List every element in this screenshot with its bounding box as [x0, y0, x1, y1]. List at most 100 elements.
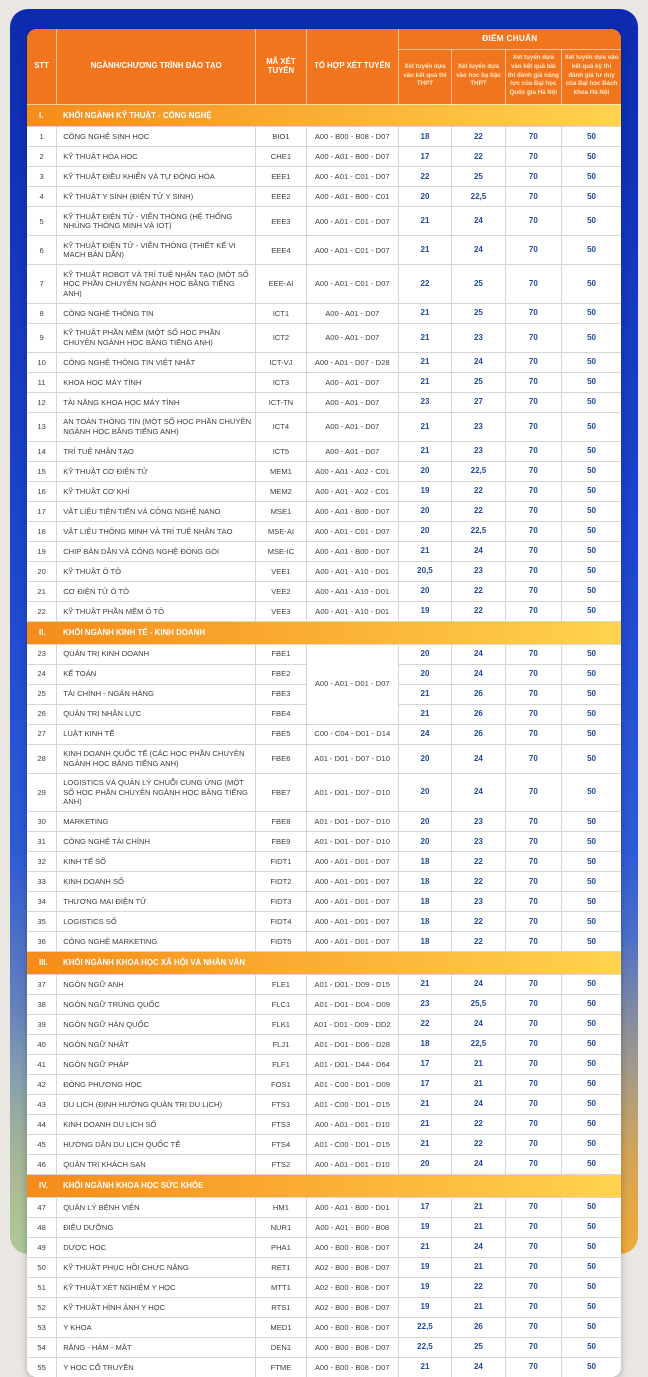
cell-major: CÔNG NGHỆ THÔNG TIN — [56, 302, 257, 324]
cell-combination: A02 - B00 - B08 - D07 — [305, 1276, 399, 1298]
cell-stt: 26 — [27, 703, 58, 725]
cell-score-1: 19 — [397, 1276, 453, 1298]
cell-score-4: 50 — [561, 411, 621, 442]
cell-major: KẾ TOÁN — [56, 663, 257, 685]
cell-score-4: 50 — [561, 126, 621, 148]
section-title: IV. KHỐI NGÀNH KHOA HỌC SỨC KHỎE — [27, 1173, 621, 1198]
cell-score-2: 26 — [451, 683, 506, 705]
cell-combination: A01 - D01 - D07 - D10 — [305, 743, 399, 774]
section-title: II. KHỐI NGÀNH KINH TẾ - KINH DOANH — [27, 620, 621, 645]
cell-score-2: 21 — [451, 1256, 506, 1278]
col-header-major: NGÀNH/CHƯƠNG TRÌNH ĐÀO TẠO — [56, 29, 257, 105]
cell-combination: A00 - A01 - B00 - D07 — [305, 540, 399, 562]
cell-code: FBE4 — [255, 703, 307, 725]
table-row: 47 QUẢN LÝ BỆNH VIỆN HM1 A00 - A01 - B00 - … — [27, 1196, 621, 1218]
section-numeral: III. — [39, 958, 48, 968]
col-subheader-tsa: Xét tuyển dựa vào kết quả kỳ thi đánh gi… — [561, 49, 621, 105]
cell-score-1: 20 — [397, 580, 453, 602]
cell-stt: 20 — [27, 560, 58, 582]
cell-score-2: 21 — [451, 1053, 506, 1075]
cell-score-3: 70 — [504, 1033, 563, 1055]
cell-combination: A00 - B00 - B08 - D07 — [305, 1236, 399, 1258]
cell-score-3: 70 — [504, 973, 563, 995]
section-numeral: II. — [39, 627, 46, 637]
cell-score-1: 21 — [397, 1236, 453, 1258]
cell-major: KỸ THUẬT XÉT NGHIỆM Y HỌC — [56, 1276, 257, 1298]
cell-major: THƯƠNG MẠI ĐIỆN TỬ — [56, 891, 257, 913]
cell-score-4: 50 — [561, 1216, 621, 1238]
cell-code: FTS2 — [255, 1153, 307, 1175]
cell-code: FLJ1 — [255, 1033, 307, 1055]
cell-major: LOGISTICS VÀ QUẢN LÝ CHUỖI CUNG ỨNG (MỘT… — [56, 772, 257, 813]
cell-score-3: 70 — [504, 1073, 563, 1095]
cell-score-4: 50 — [561, 663, 621, 685]
cell-stt: 14 — [27, 440, 58, 462]
cell-stt: 8 — [27, 302, 58, 324]
cell-score-4: 50 — [561, 831, 621, 853]
cell-combination: A00 - A01 - B00 - B08 — [305, 1216, 399, 1238]
cell-major: KINH DOANH QUỐC TẾ (CÁC HỌC PHẦN CHUYÊN … — [56, 743, 257, 774]
cell-stt: 39 — [27, 1013, 58, 1035]
cell-stt: 54 — [27, 1336, 58, 1358]
cell-combination: A00 - A01 - D01 - D07 — [305, 871, 399, 893]
cell-stt: 33 — [27, 871, 58, 893]
table-row: 41 NGÔN NGỮ PHÁP FLF1 A01 - D01 - D44 - D64… — [27, 1053, 621, 1075]
cell-major: KINH DOANH DU LỊCH SỐ — [56, 1113, 257, 1135]
cell-stt: 27 — [27, 723, 58, 745]
cell-score-3: 70 — [504, 580, 563, 602]
cell-score-3: 70 — [504, 931, 563, 953]
cell-stt: 6 — [27, 235, 58, 266]
cell-code: MTT1 — [255, 1276, 307, 1298]
cell-score-4: 50 — [561, 1073, 621, 1095]
cell-combination: A01 - C00 - D01 - D15 — [305, 1093, 399, 1115]
cell-score-1: 21 — [397, 371, 453, 393]
cell-score-1: 17 — [397, 1073, 453, 1095]
cell-score-1: 20 — [397, 520, 453, 542]
cell-score-4: 50 — [561, 1196, 621, 1218]
cell-score-3: 70 — [504, 723, 563, 745]
section-numeral: I. — [39, 110, 44, 120]
table-row: 23 QUẢN TRỊ KINH DOANH FBE1 A00 - A01 - D01… — [27, 643, 621, 725]
table-row: 49 DƯỢC HỌC PHA1 A00 - B00 - B08 - D07 21 24 7… — [27, 1236, 621, 1258]
cell-score-4: 50 — [561, 723, 621, 745]
cell-major: TRÍ TUỆ NHÂN TẠO — [56, 440, 257, 462]
cell-major: CÔNG NGHỆ THÔNG TIN VIỆT NHẬT — [56, 351, 257, 373]
cell-stt: 24 — [27, 663, 58, 685]
cell-code: ICT-VJ — [255, 351, 307, 373]
table-row: 9 KỸ THUẬT PHẦN MỀM (MỘT SỐ HỌC PHẦN CHUY… — [27, 322, 621, 353]
cell-score-2: 24 — [451, 772, 506, 813]
cell-code: FBE1 — [255, 643, 307, 665]
cell-combination: A00 - A01 - D07 — [305, 322, 399, 353]
cell-score-3: 70 — [504, 540, 563, 562]
cell-score-2: 27 — [451, 391, 506, 413]
cell-code: FBE2 — [255, 663, 307, 685]
cell-code: CHE1 — [255, 146, 307, 168]
cell-score-2: 22,5 — [451, 460, 506, 482]
cell-code: FIDT1 — [255, 851, 307, 873]
cell-stt: 18 — [27, 520, 58, 542]
cell-score-2: 25 — [451, 1336, 506, 1358]
section-header-row: II. KHỐI NGÀNH KINH TẾ - KINH DOANH — [27, 620, 621, 645]
cell-stt: 44 — [27, 1113, 58, 1135]
cell-code: ICT1 — [255, 302, 307, 324]
cell-score-3: 70 — [504, 643, 563, 665]
cell-score-3: 70 — [504, 302, 563, 324]
section-header-row: I. KHỐI NGÀNH KỸ THUẬT - CÔNG NGHỆ — [27, 103, 621, 128]
cell-combination: C00 - C04 - D01 - D14 — [305, 723, 399, 745]
cell-major: RĂNG - HÀM - MẶT — [56, 1336, 257, 1358]
table-row: 7 KỸ THUẬT ROBOT VÀ TRÍ TUỆ NHÂN TẠO (MỘT… — [27, 264, 621, 304]
cell-score-4: 50 — [561, 1153, 621, 1175]
cell-code: RTS1 — [255, 1296, 307, 1318]
cell-score-2: 26 — [451, 703, 506, 725]
col-header-benchmark: ĐIỂM CHUẨN — [397, 29, 621, 51]
cell-code: FTS3 — [255, 1113, 307, 1135]
table-row: 36 CÔNG NGHỆ MARKETING FIDT5 A00 - A01 - D0… — [27, 931, 621, 953]
table-row: 44 KINH DOANH DU LỊCH SỐ FTS3 A00 - A01 - D… — [27, 1113, 621, 1135]
cell-stt: 48 — [27, 1216, 58, 1238]
cell-score-4: 50 — [561, 146, 621, 168]
cell-score-2: 25,5 — [451, 993, 506, 1015]
cell-code: FTS4 — [255, 1133, 307, 1155]
cell-combination: A00 - A01 - B00 - D01 — [305, 1196, 399, 1218]
table-row: 51 KỸ THUẬT XÉT NGHIỆM Y HỌC MTT1 A02 - B00… — [27, 1276, 621, 1298]
cell-code: FBE7 — [255, 772, 307, 813]
